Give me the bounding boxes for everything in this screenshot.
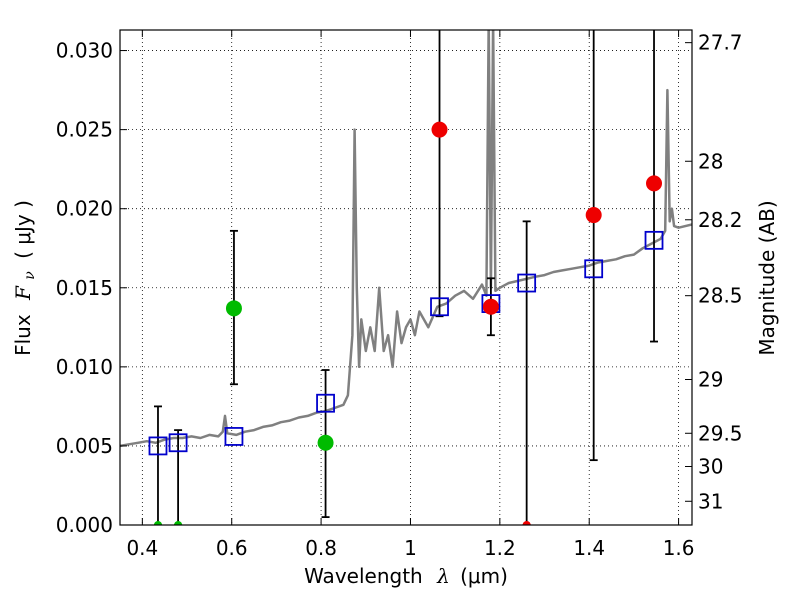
model-photometry-square — [584, 259, 604, 279]
right-tick-label: 29 — [698, 368, 723, 392]
model-photometry-markers — [148, 230, 664, 456]
model-photometry-square — [644, 230, 664, 250]
observed-nondetection-point — [225, 300, 242, 317]
x-axis-label: Wavelength λ (μm) — [304, 564, 508, 588]
right-tick-label: 31 — [698, 489, 723, 513]
right-tick-label: 27.7 — [698, 31, 743, 55]
x-axis-ticks: 0.4 0.6 0.8 1 1.2 1.4 1.6 — [126, 30, 695, 560]
model-photometry-square — [148, 436, 168, 456]
x-axis-label-symbol: λ — [436, 564, 450, 588]
observed-nondetection-point — [317, 434, 334, 451]
right-tick-label: 28.5 — [698, 284, 743, 308]
y-axis-ticks: 0.000 0.005 0.010 0.015 0.020 0.025 0.030 — [56, 39, 127, 537]
y-tick-label: 0.010 — [56, 355, 113, 379]
right-axis-label: Magnitude (AB) — [755, 200, 779, 355]
x-tick-label: 1.2 — [484, 536, 516, 560]
x-tick-label: 0.6 — [216, 536, 248, 560]
observed-flux-markers — [153, 121, 663, 525]
model-photometry-square — [224, 427, 244, 446]
y-tick-label: 0.000 — [56, 513, 113, 537]
model-photometry-square — [316, 393, 335, 413]
x-tick-label: 1.6 — [663, 536, 695, 560]
observed-nondetection-point — [522, 521, 531, 525]
observed-detection-point — [585, 207, 602, 224]
model-photometry-square — [430, 297, 449, 317]
y-tick-label: 0.025 — [56, 118, 113, 142]
x-tick-label: 1.4 — [573, 536, 605, 560]
model-photometry-square — [517, 273, 537, 293]
model-photometry-square — [168, 433, 188, 453]
x-tick-label: 0.8 — [305, 536, 337, 560]
observed-nondetection-point — [153, 521, 162, 525]
observed-detection-point — [431, 121, 448, 138]
right-axis-ticks: 27.7 28 28.2 28.5 29 29.5 30 31 — [685, 31, 743, 513]
observed-detection-point — [482, 298, 499, 315]
y-axis-label-symbol: F — [11, 285, 35, 301]
right-tick-label: 28 — [698, 149, 723, 173]
plot-area-background — [120, 30, 692, 525]
right-tick-label: 29.5 — [698, 421, 743, 445]
y-axis-label-unit: ( μJy ) — [11, 200, 35, 259]
observed-detection-point — [646, 175, 663, 192]
y-tick-label: 0.005 — [56, 434, 113, 458]
x-axis-label-text: Wavelength — [304, 564, 423, 588]
x-axis-label-unit: (μm) — [460, 564, 508, 588]
observed-nondetection-point — [174, 521, 183, 525]
plot-frame — [119, 29, 693, 526]
x-tick-label: 1 — [404, 536, 417, 560]
right-tick-label: 30 — [698, 454, 723, 478]
y-axis-label-text: Flux — [11, 314, 35, 356]
model-spectrum-line — [120, 30, 692, 448]
y-axis-label: Flux F ν ( μJy ) — [11, 200, 39, 356]
y-tick-label: 0.030 — [56, 39, 113, 63]
x-tick-label: 0.4 — [126, 536, 158, 560]
y-axis-label-subscript: ν — [22, 271, 38, 280]
y-tick-label: 0.015 — [56, 276, 113, 300]
y-tick-label: 0.020 — [56, 197, 113, 221]
right-tick-label: 28.2 — [698, 208, 743, 232]
